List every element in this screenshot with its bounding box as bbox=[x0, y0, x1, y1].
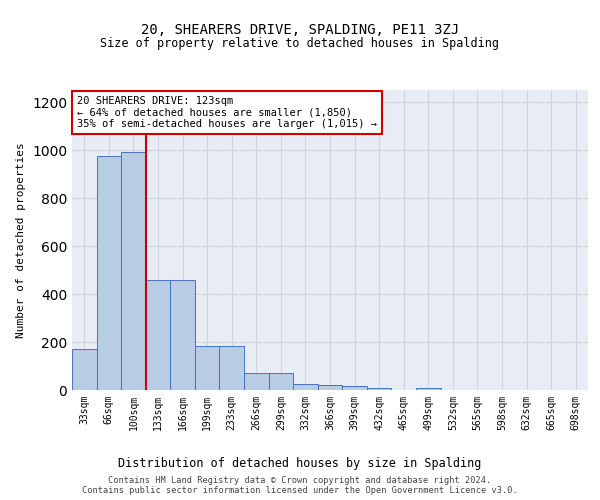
Y-axis label: Number of detached properties: Number of detached properties bbox=[16, 142, 26, 338]
Text: Size of property relative to detached houses in Spalding: Size of property relative to detached ho… bbox=[101, 38, 499, 51]
Bar bbox=[146, 280, 170, 390]
Bar bbox=[342, 386, 367, 390]
Bar bbox=[195, 346, 220, 390]
Bar bbox=[97, 156, 121, 390]
Bar bbox=[121, 152, 146, 390]
Bar bbox=[416, 388, 440, 390]
Bar bbox=[72, 349, 97, 390]
Bar bbox=[269, 373, 293, 390]
Bar bbox=[170, 280, 195, 390]
Bar bbox=[367, 388, 391, 390]
Text: Contains HM Land Registry data © Crown copyright and database right 2024.
Contai: Contains HM Land Registry data © Crown c… bbox=[82, 476, 518, 495]
Bar bbox=[220, 346, 244, 390]
Bar bbox=[318, 385, 342, 390]
Text: 20, SHEARERS DRIVE, SPALDING, PE11 3ZJ: 20, SHEARERS DRIVE, SPALDING, PE11 3ZJ bbox=[141, 22, 459, 36]
Text: 20 SHEARERS DRIVE: 123sqm
← 64% of detached houses are smaller (1,850)
35% of se: 20 SHEARERS DRIVE: 123sqm ← 64% of detac… bbox=[77, 96, 377, 129]
Bar bbox=[293, 384, 318, 390]
Bar bbox=[244, 373, 269, 390]
Text: Distribution of detached houses by size in Spalding: Distribution of detached houses by size … bbox=[118, 458, 482, 470]
